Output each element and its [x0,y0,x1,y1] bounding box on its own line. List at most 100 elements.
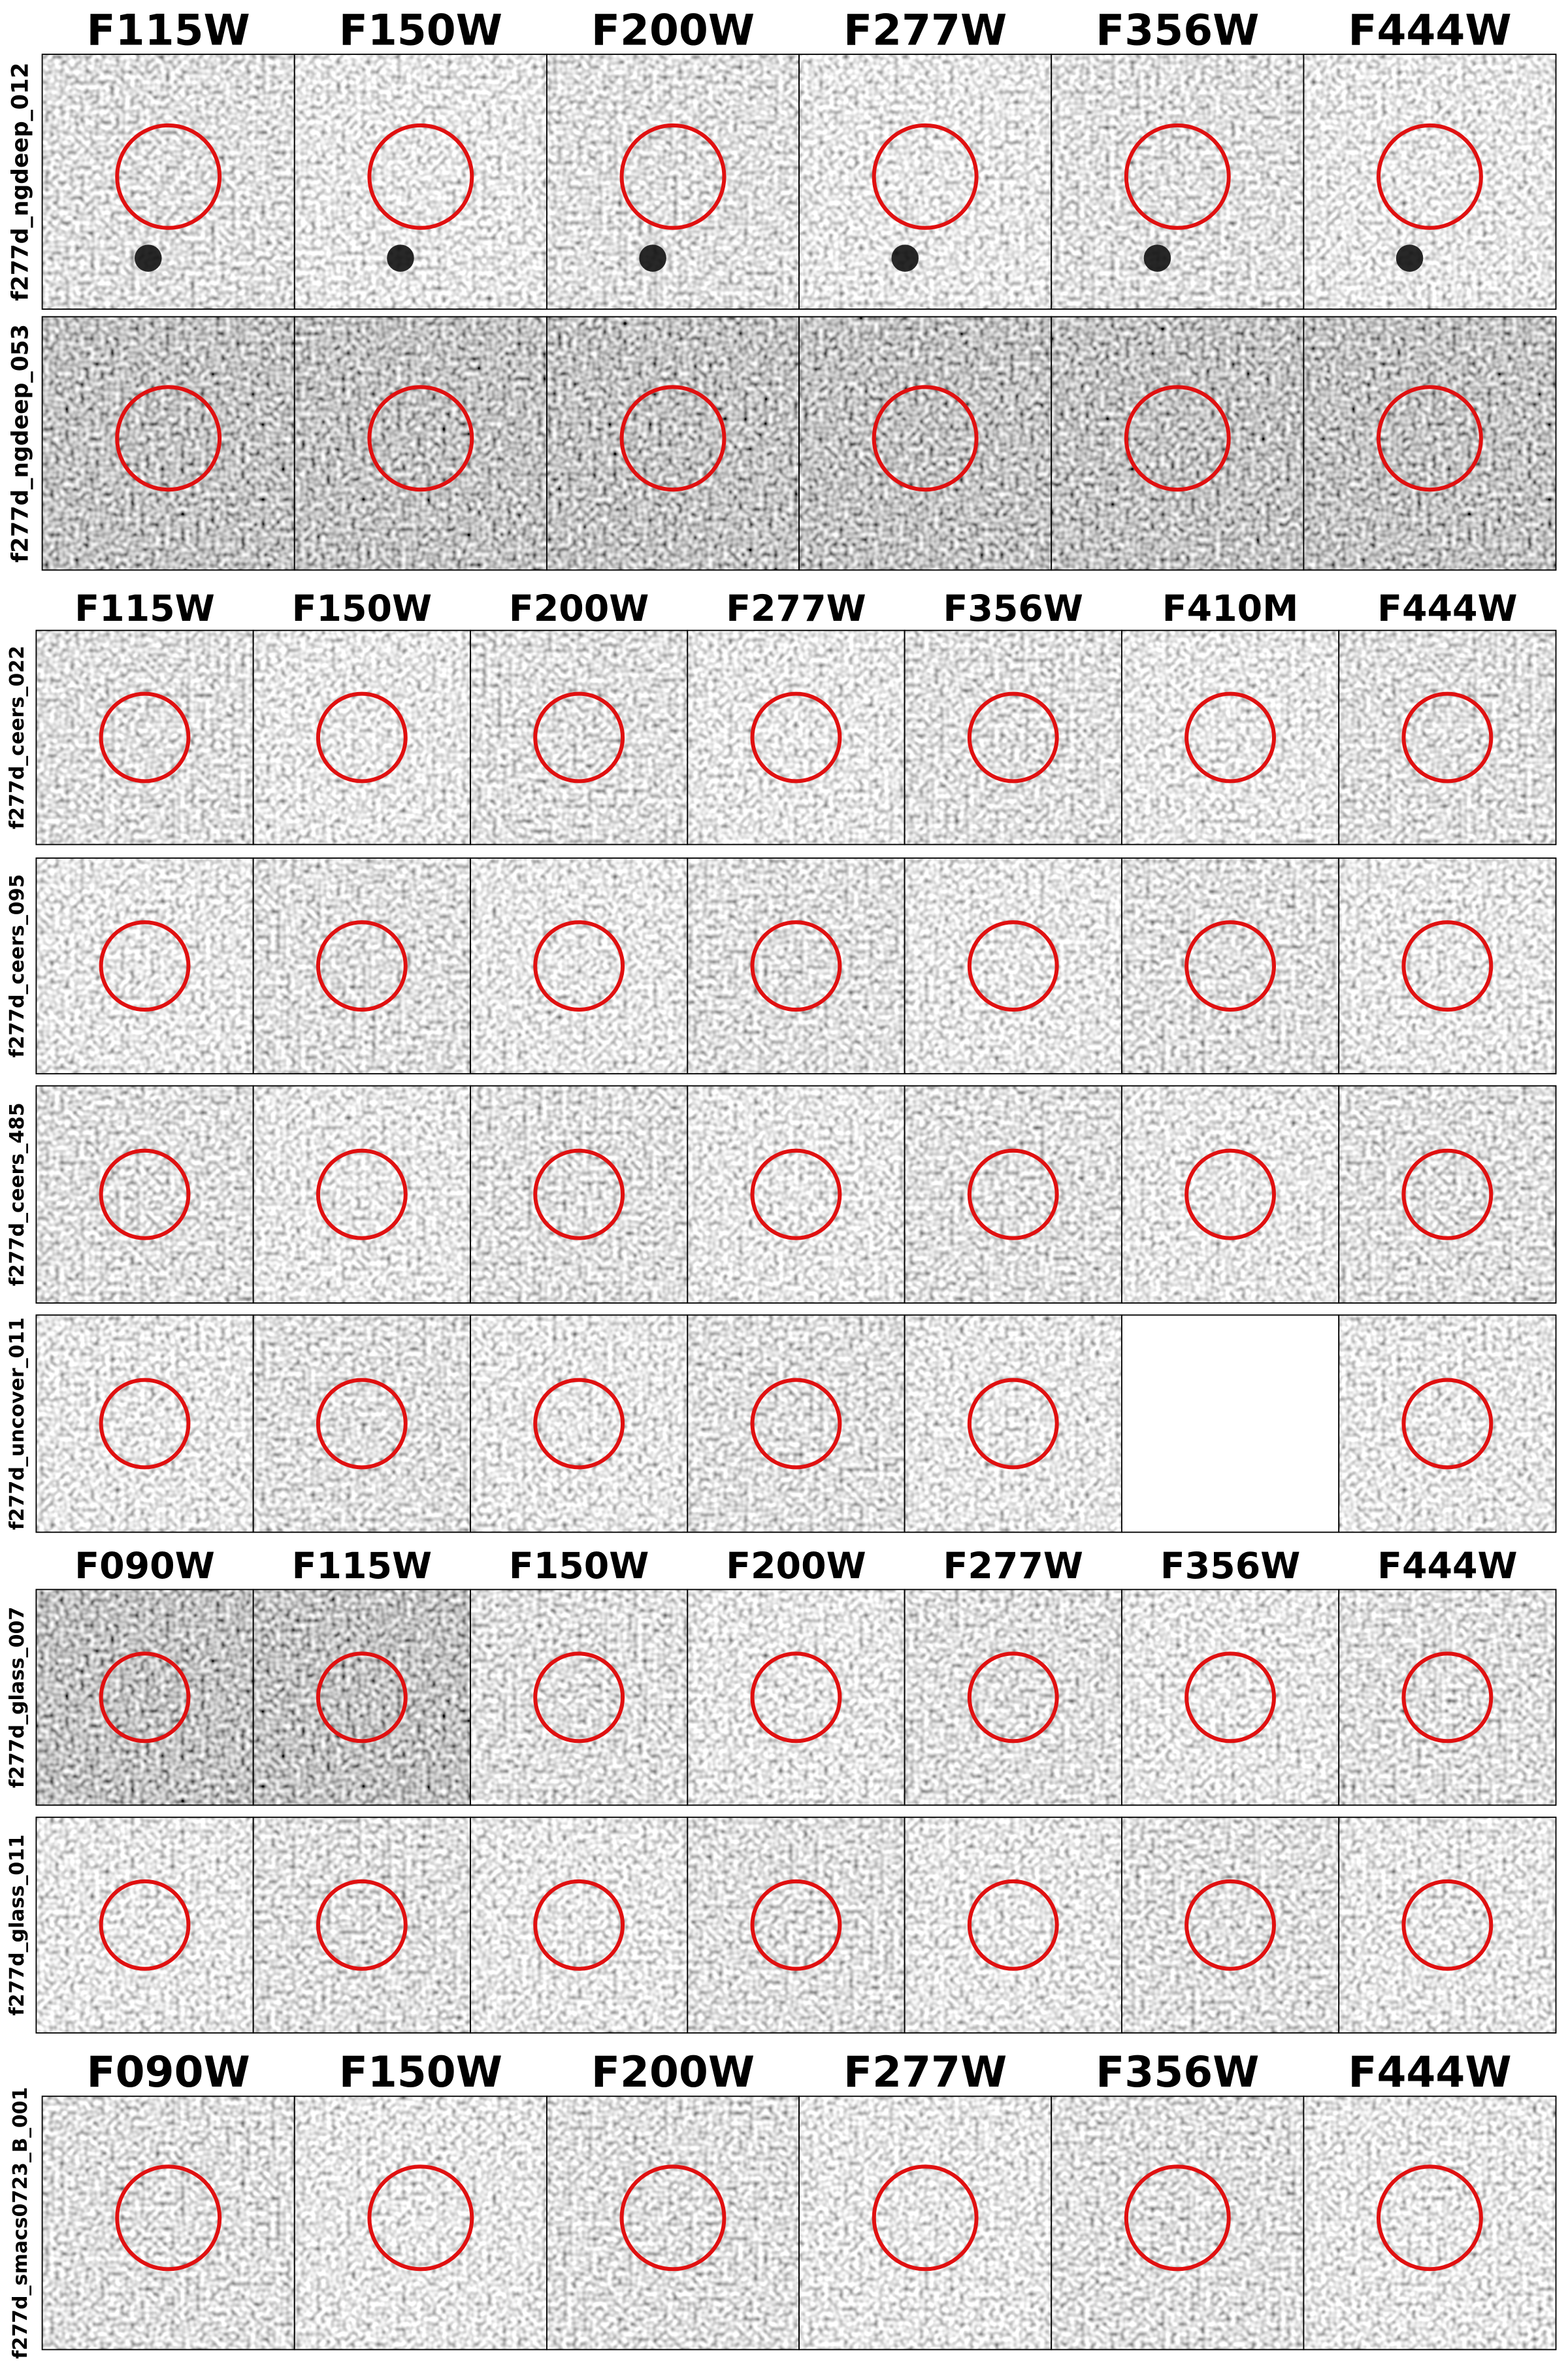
noise [470,630,688,845]
image-stamp [904,1085,1122,1304]
noise [1051,2096,1304,2350]
filter-header: F277W [843,2048,1007,2097]
noise [546,2096,800,2350]
image-stamp [687,629,906,846]
noise [42,2096,295,2350]
image-stamp [1120,1085,1340,1304]
aperture-circle [750,691,842,784]
noise [687,630,905,845]
image-stamp [470,857,689,1075]
noise [294,54,547,310]
aperture-circle [619,123,727,230]
noise [1339,1589,1556,1806]
image-stamp [1303,2095,1557,2351]
aperture-circle [99,920,191,1012]
aperture-circle [99,1378,191,1470]
noise [1339,1817,1556,2033]
noise [294,2096,547,2350]
noise [687,1315,905,1532]
noise [1303,2096,1556,2350]
row-label: f277d_ngdeep_012 [7,63,33,301]
aperture-circle [367,2164,474,2272]
aperture-circle [533,1651,625,1744]
image-stamp [1051,316,1305,571]
noise [546,54,800,310]
aperture-circle [1124,385,1231,492]
noise [470,858,688,1074]
aperture-circle [750,1378,842,1470]
aperture-circle [967,691,1059,784]
image-stamp [470,1589,689,1806]
image-stamp [687,1314,906,1533]
row-label: f277d_ngdeep_053 [7,324,33,563]
aperture-circle [1124,123,1231,230]
filter-header: F200W [591,2048,755,2097]
noise [1121,1085,1339,1303]
aperture-circle [1184,1651,1276,1744]
row-label: f277d_smacs0723_B_001 [9,2087,32,2359]
noise [42,316,295,571]
aperture-circle [99,1651,191,1744]
filter-header: F150W [509,1546,649,1587]
noise [1051,54,1304,310]
filter-header: F444W [1377,1546,1518,1587]
noise [470,1589,688,1806]
aperture-circle [1184,691,1276,784]
noise [36,630,253,845]
image-stamp [1120,1589,1340,1806]
aperture-circle [1184,920,1276,1012]
aperture-circle [1401,1651,1494,1744]
filter-header: F356W [1096,2048,1259,2097]
noise [253,1817,470,2033]
image-stamp [1120,857,1340,1075]
noise [904,1817,1122,2033]
noise [253,1315,470,1532]
aperture-circle [533,691,625,784]
image-stamp [798,2095,1053,2351]
noise [253,630,470,845]
image-stamp [546,316,800,571]
image-stamp [41,54,295,310]
filter-header: F200W [726,1546,866,1587]
aperture-circle [750,920,842,1012]
noise [36,1817,253,2033]
aperture-circle [967,1148,1059,1240]
aperture-circle [316,920,408,1012]
row-label: f277d_glass_007 [6,1607,29,1789]
filter-header: F277W [943,1546,1084,1587]
image-stamp [35,857,254,1075]
image-stamp [252,1816,471,2034]
filter-header: F444W [1377,588,1518,630]
noise [904,858,1122,1074]
aperture-circle [872,385,979,492]
aperture-circle [115,123,222,230]
noise [253,1589,470,1806]
aperture-circle [533,1879,625,1971]
source-blob [1396,244,1424,272]
aperture-circle [533,920,625,1012]
source-blob [1143,244,1171,272]
filter-header: F090W [74,1546,215,1587]
aperture-circle [619,385,727,492]
aperture-circle [967,1378,1059,1470]
filter-header: F277W [726,588,866,630]
filter-header: F150W [292,588,433,630]
filter-header: F115W [74,588,215,630]
aperture-circle [367,385,474,492]
image-stamp [904,1816,1122,2034]
source-blob [135,244,162,272]
image-stamp [470,1816,689,2034]
image-stamp [1338,857,1557,1075]
row-label: f277d_glass_011 [6,1834,29,2016]
source-blob [639,244,666,272]
aperture-circle [967,1879,1059,1971]
noise [799,2096,1052,2350]
image-stamp [470,1314,689,1533]
filter-header: F115W [292,1546,433,1587]
image-stamp [904,1589,1122,1806]
noise [470,1085,688,1303]
image-stamp [252,1589,471,1806]
source-blob [387,244,414,272]
aperture-circle [1401,691,1494,784]
image-stamp [546,54,800,310]
